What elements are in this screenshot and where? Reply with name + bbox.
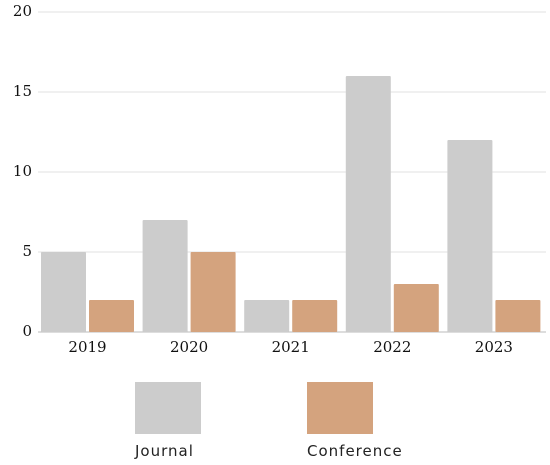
y-axis-ticks: 0 5 10 15 20 xyxy=(13,2,32,340)
bar-journal-2020 xyxy=(142,220,188,332)
x-tick-label: 2019 xyxy=(68,338,106,356)
x-tick-label: 2021 xyxy=(272,338,310,356)
y-tick-label: 20 xyxy=(13,2,32,20)
y-tick-label: 5 xyxy=(22,242,32,260)
bar-journal-2019 xyxy=(41,252,86,332)
y-tick-label: 10 xyxy=(13,162,32,180)
legend-swatch-conference xyxy=(307,382,373,434)
y-tick-label: 0 xyxy=(22,322,32,340)
bar-journal-2022 xyxy=(345,76,391,332)
bar-journal-2021 xyxy=(244,300,290,332)
x-tick-label: 2020 xyxy=(170,338,208,356)
bar-conference-2019 xyxy=(89,300,134,332)
legend: Journal Conference xyxy=(134,382,403,460)
legend-swatch-journal xyxy=(135,382,201,434)
y-tick-label: 15 xyxy=(13,82,32,100)
bar-conference-2020 xyxy=(190,252,236,332)
x-axis-ticks: 2019 2020 2021 2022 2023 xyxy=(68,338,513,356)
bar-conference-2023 xyxy=(495,300,541,332)
bars xyxy=(41,76,541,332)
bar-conference-2022 xyxy=(393,284,439,332)
bar-journal-2023 xyxy=(447,140,493,332)
x-tick-label: 2023 xyxy=(475,338,513,356)
legend-label-journal: Journal xyxy=(134,442,194,460)
bar-conference-2021 xyxy=(292,300,338,332)
x-tick-label: 2022 xyxy=(373,338,411,356)
legend-label-conference: Conference xyxy=(307,442,403,460)
